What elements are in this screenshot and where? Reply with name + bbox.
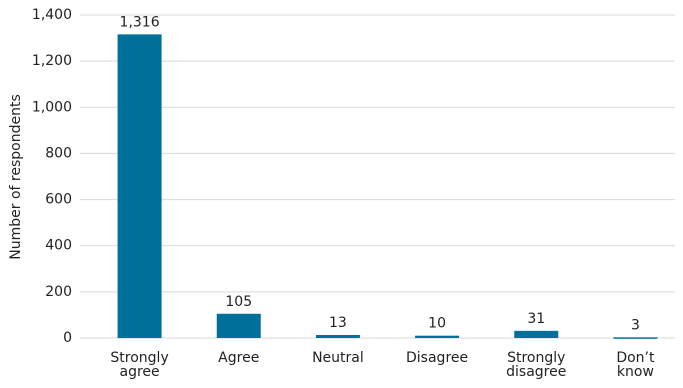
value-label: 13 bbox=[329, 315, 347, 331]
y-tick-label: 0 bbox=[63, 330, 72, 346]
bar bbox=[613, 337, 658, 339]
y-tick-label: 1,200 bbox=[32, 53, 72, 69]
y-tick-label: 1,000 bbox=[32, 99, 72, 115]
x-tick-label: Strongly disagree bbox=[506, 350, 566, 380]
y-tick-label: 400 bbox=[45, 238, 72, 254]
x-tick-label: Neutral bbox=[312, 350, 364, 366]
y-tick-label: 1,400 bbox=[32, 7, 72, 23]
bar bbox=[315, 335, 360, 338]
bar bbox=[117, 34, 162, 338]
value-label: 10 bbox=[428, 316, 446, 332]
x-tick-label: Disagree bbox=[406, 350, 468, 366]
x-tick-label: Agree bbox=[218, 350, 259, 366]
bar bbox=[415, 335, 460, 338]
x-tick-label: Don’t know bbox=[616, 350, 655, 380]
value-label: 3 bbox=[631, 317, 640, 333]
value-label: 1,316 bbox=[120, 14, 160, 30]
bar bbox=[514, 330, 559, 338]
x-tick-label: Strongly agree bbox=[110, 350, 168, 380]
y-tick-label: 200 bbox=[45, 284, 72, 300]
y-axis-label: Number of respondents bbox=[8, 94, 24, 259]
bar bbox=[216, 313, 261, 338]
y-tick-label: 800 bbox=[45, 145, 72, 161]
value-label: 105 bbox=[225, 294, 252, 310]
y-tick-label: 600 bbox=[45, 192, 72, 208]
value-label: 31 bbox=[527, 311, 545, 327]
